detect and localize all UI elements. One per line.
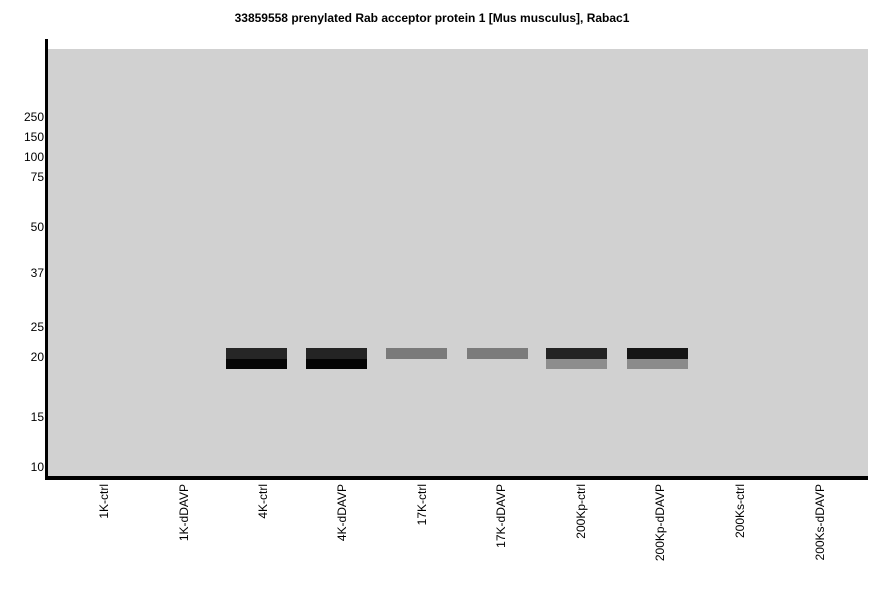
x-axis-baseline xyxy=(45,476,868,480)
y-tick-label: 100 xyxy=(23,150,44,164)
gel-band xyxy=(626,348,688,359)
lane-label: 17K-dDAVP xyxy=(493,484,508,548)
gel-band xyxy=(466,348,528,359)
y-tick-label: 250 xyxy=(23,110,44,124)
lane-label: 200Ks-ctrl xyxy=(732,484,747,539)
gel-band xyxy=(545,359,607,369)
gel-band xyxy=(545,348,607,359)
chart-title: 33859558 prenylated Rab acceptor protein… xyxy=(234,11,630,25)
lane-label: 1K-ctrl xyxy=(96,484,111,519)
gel-plot-area xyxy=(48,49,868,476)
lane-label: 200Ks-dDAVP xyxy=(812,484,827,561)
y-tick-label: 150 xyxy=(23,130,44,144)
gel-band xyxy=(225,359,287,369)
gel-band xyxy=(305,348,367,359)
lane-label: 17K-ctrl xyxy=(414,484,429,526)
y-tick-label: 25 xyxy=(30,320,44,334)
y-tick-label: 50 xyxy=(30,220,44,234)
gel-band xyxy=(305,359,367,369)
y-tick-label: 20 xyxy=(30,350,44,364)
gel-band xyxy=(626,359,688,369)
gel-band xyxy=(225,348,287,359)
y-tick-label: 75 xyxy=(30,170,44,184)
gel-band xyxy=(385,348,447,359)
lane-label: 4K-ctrl xyxy=(255,484,270,519)
y-tick-label: 10 xyxy=(30,460,44,474)
y-tick-label: 37 xyxy=(30,266,44,280)
y-tick-label: 15 xyxy=(30,410,44,424)
y-axis-line xyxy=(45,39,48,480)
lane-label: 1K-dDAVP xyxy=(176,484,191,542)
lane-label: 4K-dDAVP xyxy=(334,484,349,542)
lane-label: 200Kp-dDAVP xyxy=(652,484,667,562)
lane-label: 200Kp-ctrl xyxy=(573,484,588,539)
